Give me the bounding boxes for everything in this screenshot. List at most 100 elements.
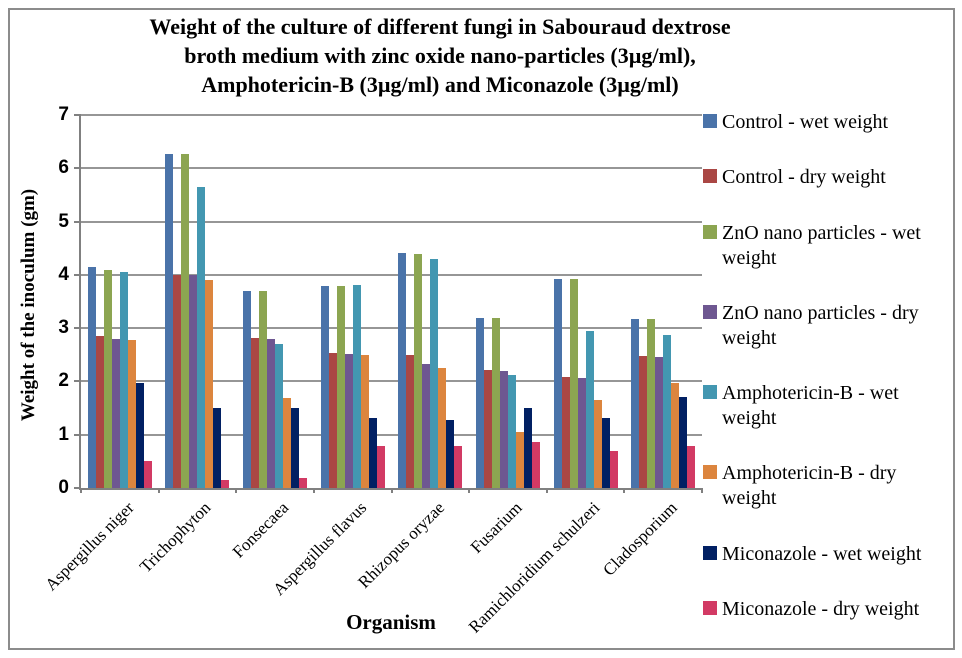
- bar: [422, 363, 431, 488]
- bar: [205, 280, 214, 488]
- gridline: [81, 327, 702, 330]
- y-tick-mark: [74, 273, 81, 276]
- bar: [631, 318, 640, 488]
- legend-item: Control - dry weight: [703, 165, 947, 190]
- bar: [243, 290, 252, 488]
- bar: [251, 337, 260, 488]
- bar: [639, 355, 648, 488]
- x-axis-category-label: Cladosporium: [599, 498, 681, 580]
- gridline: [81, 220, 702, 223]
- y-tick-mark: [74, 167, 81, 170]
- x-axis-category-label: Aspergillus niger: [40, 498, 138, 595]
- bar: [87, 266, 96, 488]
- chart-figure: Weight of the culture of different fungi…: [8, 8, 955, 650]
- bar: [267, 338, 276, 488]
- bar: [647, 319, 656, 488]
- bar: [165, 153, 174, 488]
- bar: [577, 378, 586, 488]
- bar-group: [314, 115, 392, 488]
- legend-swatch: [703, 304, 717, 319]
- gridline: [81, 380, 702, 383]
- x-axis-category-label: Trichophyton: [136, 498, 215, 577]
- legend-label: Control - wet weight: [722, 111, 889, 133]
- bar: [601, 418, 610, 488]
- bar: [515, 431, 524, 488]
- legend: Control - wet weight Control - dry weight…: [703, 110, 947, 622]
- bar: [376, 446, 385, 488]
- legend-item: Miconazole - wet weight: [703, 542, 947, 567]
- bar: [189, 274, 198, 488]
- bar-group: [159, 115, 237, 488]
- bar: [360, 354, 369, 488]
- bar: [197, 186, 206, 488]
- y-tick-mark: [74, 220, 81, 223]
- y-tick-label: 4: [58, 263, 69, 285]
- bar: [475, 317, 484, 488]
- bar: [95, 336, 104, 488]
- y-tick-mark: [74, 433, 81, 436]
- gridline: [81, 114, 702, 116]
- bars-layer: [81, 115, 702, 488]
- bar: [328, 353, 337, 488]
- legend-item: ZnO nano particles - dry weight: [703, 301, 947, 351]
- x-tick-mark: [623, 488, 626, 493]
- bar: [679, 397, 688, 488]
- chart-title-line-2: broth medium with zinc oxide nano-partic…: [184, 43, 696, 68]
- legend-swatch: [703, 385, 717, 400]
- gridline: [81, 273, 702, 276]
- x-tick-mark: [545, 488, 548, 493]
- bar: [135, 383, 144, 488]
- x-tick-mark: [390, 488, 393, 493]
- bar: [320, 285, 329, 488]
- bar: [259, 290, 268, 488]
- legend-label: Amphotericin-B - dry weight: [722, 462, 897, 510]
- bar: [344, 353, 353, 488]
- bar: [368, 418, 377, 488]
- bar: [483, 369, 492, 488]
- bar: [127, 340, 136, 488]
- bar: [430, 258, 439, 488]
- bar-group: [469, 115, 547, 488]
- bar: [523, 408, 532, 488]
- x-tick-mark: [312, 488, 315, 493]
- legend-swatch: [703, 224, 717, 239]
- x-axis-category-label: Fonsecaea: [228, 498, 293, 562]
- legend-item: Amphotericin-B - dry weight: [703, 461, 947, 511]
- bar: [299, 478, 308, 488]
- bar-group: [236, 115, 314, 488]
- y-tick-mark: [74, 380, 81, 383]
- bar: [119, 272, 128, 488]
- bar: [406, 354, 415, 488]
- legend-swatch: [703, 465, 717, 480]
- y-tick-label: 6: [58, 157, 69, 179]
- bar: [414, 253, 423, 488]
- y-tick-label: 1: [58, 423, 69, 445]
- x-tick-mark: [701, 488, 703, 493]
- bar-group: [624, 115, 702, 488]
- bar-group: [547, 115, 625, 488]
- bar: [569, 279, 578, 488]
- legend-swatch: [703, 169, 717, 184]
- bar: [671, 383, 680, 488]
- bar: [283, 397, 292, 488]
- bar: [275, 343, 284, 488]
- bar: [553, 279, 562, 488]
- bar: [103, 269, 112, 488]
- bar: [181, 153, 190, 488]
- bar: [609, 451, 618, 488]
- bar: [531, 442, 540, 488]
- y-tick-mark: [74, 487, 81, 489]
- x-tick-mark: [157, 488, 160, 493]
- chart-title-line-3: Amphotericin-B (3µg/ml) and Miconazole (…: [201, 72, 679, 97]
- y-tick-label: 0: [58, 477, 69, 498]
- bar-group: [81, 115, 159, 488]
- y-tick-mark: [74, 114, 81, 116]
- chart-title: Weight of the culture of different fungi…: [20, 12, 860, 99]
- gridline: [81, 433, 702, 436]
- x-axis-title: Organism: [346, 610, 436, 634]
- legend-label: ZnO nano particles - dry weight: [722, 301, 919, 349]
- bar: [585, 331, 594, 488]
- x-axis-category-label: Fusarium: [466, 498, 526, 557]
- bar: [213, 408, 222, 488]
- legend-item: Amphotericin-B - wet weight: [703, 381, 947, 431]
